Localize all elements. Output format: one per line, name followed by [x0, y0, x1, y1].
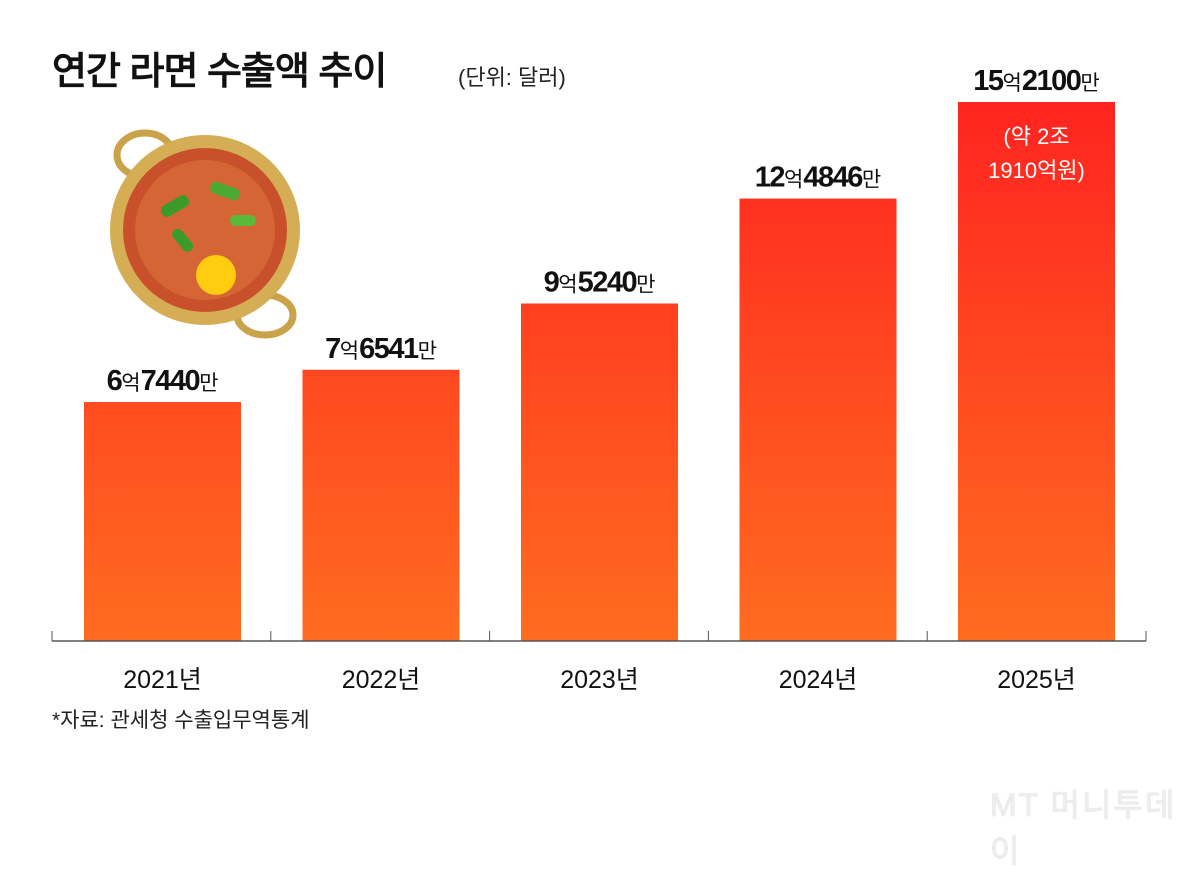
x-tick-label: 2025년	[997, 666, 1076, 694]
bar-2021년	[84, 402, 241, 641]
bar-chart: 6억7440만 2021년 7억6541만 2022년 9억5240만 2023년 12억4…	[51, 65, 1147, 694]
data-label: 12억4846만	[755, 162, 881, 194]
data-label: 6억7440만	[107, 365, 219, 397]
page-title: 연간 라면 수출액 추이	[52, 51, 387, 93]
bar-2024년	[739, 198, 897, 642]
logo-watermark: MT 머니투데이	[990, 787, 1177, 869]
data-label: 9억5240만	[544, 266, 656, 298]
annotation: (약 2조	[1003, 124, 1069, 149]
unit-note: (단위: 달러)	[458, 65, 566, 90]
x-tick-label: 2021년	[123, 666, 202, 694]
source-note: *자료: 관세청 수출입무역통계	[52, 709, 310, 732]
data-label: 7억6541만	[325, 333, 437, 365]
bar-2022년	[302, 369, 460, 641]
x-tick-label: 2023년	[560, 666, 639, 694]
x-tick-label: 2024년	[779, 666, 858, 694]
annotation: 1910억원)	[988, 158, 1085, 183]
bar-2023년	[521, 303, 678, 641]
bar-2025년	[958, 102, 1115, 641]
ramen-pot-icon	[110, 129, 300, 339]
x-tick-label: 2022년	[342, 666, 421, 694]
data-label: 15억2100만	[973, 65, 1099, 97]
